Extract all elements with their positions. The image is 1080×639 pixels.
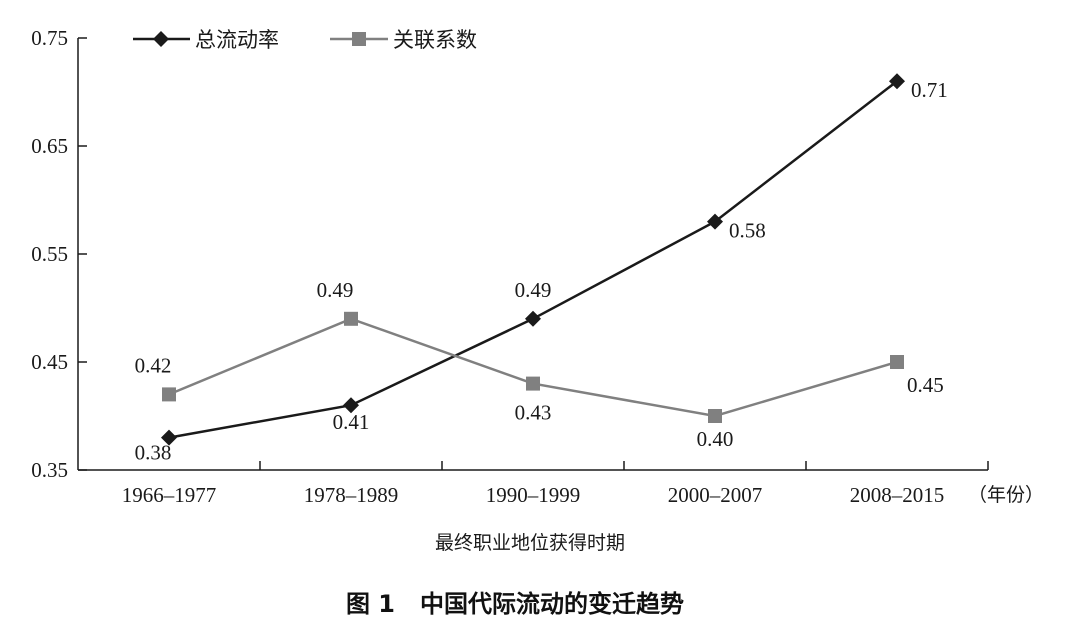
data-label-total-mobility-0: 0.38 — [135, 441, 172, 465]
legend-diamond-marker — [153, 31, 169, 47]
x-tick-label-2000-2007: 2000–2007 — [668, 483, 763, 507]
point-total-mobility-3 — [707, 213, 723, 230]
x-tick-label-1978-1989: 1978–1989 — [304, 483, 399, 507]
point-association-coefficient-3 — [708, 409, 722, 423]
point-total-mobility-1 — [343, 397, 359, 414]
legend-label-association-coefficient: 关联系数 — [393, 28, 477, 52]
legend-item-total-mobility: 总流动率 — [133, 28, 279, 52]
y-tick-label-0-45: 0.45 — [31, 350, 68, 374]
point-association-coefficient-1 — [344, 311, 358, 326]
legend: 总流动率 关联系数 — [133, 28, 477, 52]
legend-square-marker — [352, 32, 366, 46]
data-label-total-mobility-4: 0.71 — [911, 78, 948, 102]
data-label-association-coefficient-1: 0.49 — [317, 278, 354, 302]
data-labels: 0.38 0.41 0.49 0.58 0.71 0.42 0.49 0.43 0.40 0.45 — [135, 78, 948, 464]
point-association-coefficient-0 — [162, 387, 176, 402]
data-label-association-coefficient-3: 0.40 — [697, 427, 734, 451]
point-association-coefficient-2 — [526, 376, 540, 391]
y-tick-label-0-35: 0.35 — [31, 458, 68, 482]
y-tick-label-0-75: 0.75 — [31, 26, 68, 50]
legend-label-total-mobility: 总流动率 — [195, 28, 279, 52]
figure-number: 图 1 — [346, 590, 395, 618]
point-association-coefficient-4 — [890, 355, 904, 369]
series-layer — [161, 73, 905, 446]
point-total-mobility-0 — [161, 429, 177, 446]
y-tick-label-0-65: 0.65 — [31, 134, 68, 158]
y-tick-label-0-55: 0.55 — [31, 242, 68, 266]
x-tick-label-1990-1999: 1990–1999 — [486, 483, 581, 507]
x-tick-label-2008-2015: 2008–2015 — [850, 483, 945, 507]
data-label-total-mobility-1: 0.41 — [333, 410, 370, 434]
data-label-total-mobility-2: 0.49 — [515, 278, 552, 302]
x-axis-ticks: 1966–1977 1978–1989 1990–1999 2000–2007 2008… — [122, 461, 989, 507]
x-axis-title: 最终职业地位获得时期 — [435, 532, 625, 554]
data-label-association-coefficient-0: 0.42 — [135, 353, 172, 377]
x-axis-unit-label: （年份） — [968, 484, 1044, 506]
point-total-mobility-2 — [525, 310, 541, 327]
point-total-mobility-4 — [889, 73, 905, 90]
figure-title: 中国代际流动的变迁趋势 — [420, 590, 684, 618]
y-axis-ticks: 0.35 0.45 0.55 0.65 0.75 — [31, 26, 87, 482]
data-label-association-coefficient-4: 0.45 — [907, 373, 944, 397]
legend-item-association-coefficient: 关联系数 — [330, 28, 477, 52]
data-label-association-coefficient-2: 0.43 — [515, 401, 552, 425]
data-label-total-mobility-3: 0.58 — [729, 219, 766, 243]
x-tick-label-1966-1977: 1966–1977 — [122, 483, 217, 507]
